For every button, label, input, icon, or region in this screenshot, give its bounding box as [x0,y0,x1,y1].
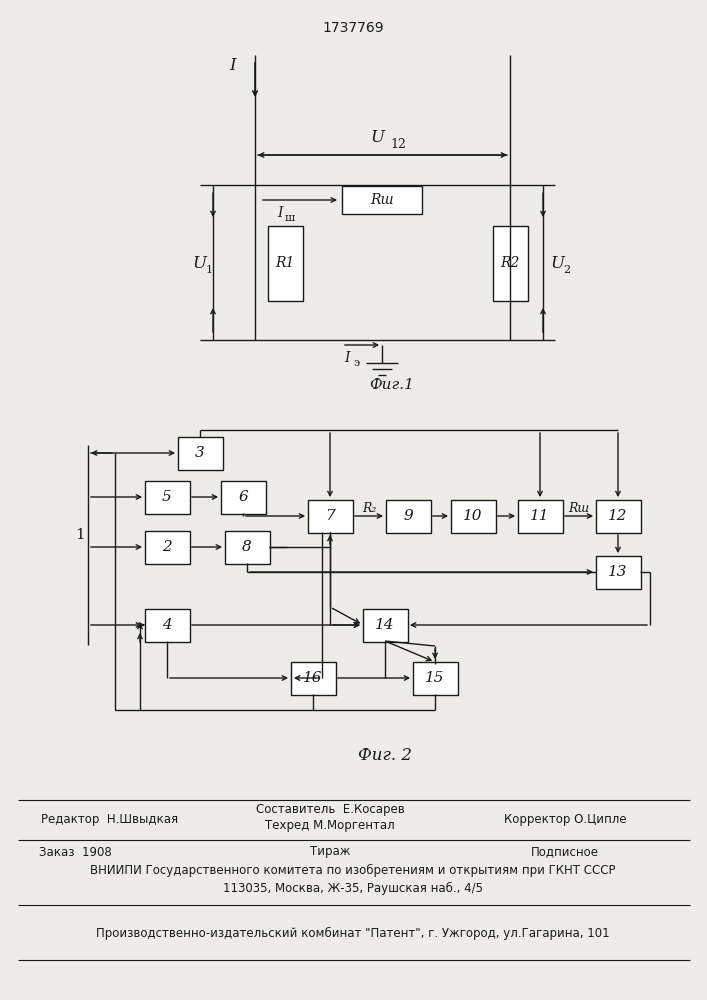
Text: U: U [370,129,384,146]
FancyBboxPatch shape [518,499,563,532]
Text: R1: R1 [275,256,295,270]
Text: Rш: Rш [568,502,590,514]
Text: 8: 8 [242,540,252,554]
Text: Подписное: Подписное [531,846,599,858]
Text: Заказ  1908: Заказ 1908 [39,846,112,858]
FancyBboxPatch shape [385,499,431,532]
Text: R2: R2 [501,256,520,270]
Text: 7: 7 [325,509,335,523]
Text: R₂: R₂ [362,502,376,514]
Text: э: э [354,358,360,368]
Text: U: U [192,254,206,271]
Text: Техред М.Моргентал: Техред М.Моргентал [265,818,395,832]
FancyBboxPatch shape [225,530,269,564]
FancyBboxPatch shape [450,499,496,532]
Text: 13: 13 [608,565,628,579]
Text: 10: 10 [463,509,483,523]
Text: Составитель  Е.Косарев: Составитель Е.Косарев [256,804,404,816]
Text: 14: 14 [375,618,395,632]
Text: 6: 6 [238,490,248,504]
Text: 5: 5 [162,490,172,504]
Text: ВНИИПИ Государственного комитета по изобретениям и открытиям при ГКНТ СССР: ВНИИПИ Государственного комитета по изоб… [90,863,616,877]
FancyBboxPatch shape [221,481,266,514]
FancyBboxPatch shape [267,226,303,300]
FancyBboxPatch shape [342,186,422,214]
FancyBboxPatch shape [595,499,641,532]
FancyBboxPatch shape [493,226,527,300]
Text: 113035, Москва, Ж-35, Раушская наб., 4/5: 113035, Москва, Ж-35, Раушская наб., 4/5 [223,881,483,895]
Text: Производственно-издательский комбинат "Патент", г. Ужгород, ул.Гагарина, 101: Производственно-издательский комбинат "П… [96,926,610,940]
Text: I: I [230,56,236,74]
FancyBboxPatch shape [595,556,641,588]
Text: 9: 9 [403,509,413,523]
Text: 4: 4 [162,618,172,632]
FancyBboxPatch shape [412,662,457,694]
Text: Фиг. 2: Фиг. 2 [358,746,412,764]
Text: 2: 2 [162,540,172,554]
Text: Корректор О.Ципле: Корректор О.Ципле [503,814,626,826]
FancyBboxPatch shape [291,662,336,694]
Text: 12: 12 [390,137,406,150]
Text: 3: 3 [195,446,205,460]
Text: 15: 15 [425,671,445,685]
Text: I: I [344,351,350,365]
Text: Тираж: Тираж [310,846,350,858]
Text: ш: ш [285,213,295,223]
Text: Редактор  Н.Швыдкая: Редактор Н.Швыдкая [42,814,179,826]
Text: 16: 16 [303,671,323,685]
Text: 2: 2 [563,265,571,275]
Text: 1: 1 [75,528,85,542]
FancyBboxPatch shape [308,499,353,532]
Text: U: U [550,254,564,271]
FancyBboxPatch shape [363,608,407,642]
Text: 1737769: 1737769 [322,21,384,35]
Text: 12: 12 [608,509,628,523]
Text: I: I [277,206,283,220]
Text: Rш: Rш [370,193,394,207]
Text: 1: 1 [206,265,213,275]
FancyBboxPatch shape [144,608,189,642]
FancyBboxPatch shape [144,530,189,564]
FancyBboxPatch shape [144,481,189,514]
Text: 11: 11 [530,509,550,523]
FancyBboxPatch shape [177,436,223,470]
Text: Фиг.1: Фиг.1 [370,378,414,392]
